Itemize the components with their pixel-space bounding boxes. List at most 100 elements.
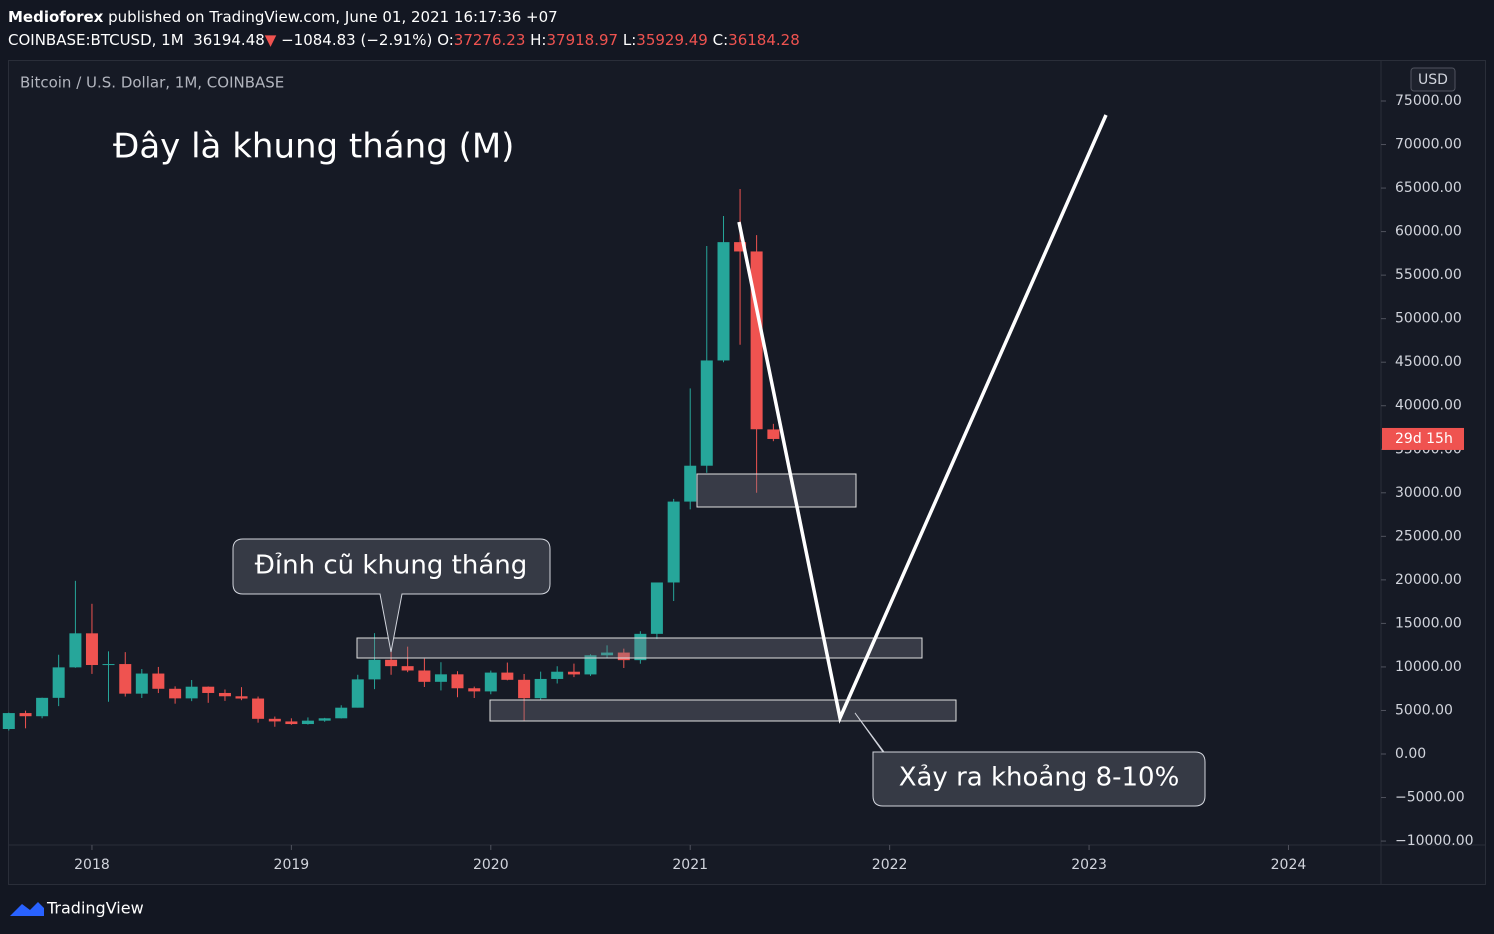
candle-body — [484, 672, 497, 692]
y-tick-label: 75000.00 — [1395, 93, 1462, 109]
h-value: 37918.97 — [546, 31, 619, 49]
zone-box — [356, 637, 923, 659]
candle-body — [551, 671, 564, 679]
legend: Bitcoin / U.S. Dollar, 1M, COINBASE — [20, 74, 284, 92]
candle-body — [368, 659, 381, 680]
price-tag: 29d 15h — [1382, 427, 1464, 450]
candle-body — [717, 242, 730, 361]
y-tick-label: −5000.00 — [1395, 790, 1465, 806]
y-tick-label: 30000.00 — [1395, 485, 1462, 501]
candle-body — [318, 718, 331, 721]
candle-body — [767, 429, 780, 439]
author: Medioforex — [8, 8, 104, 26]
x-tick-label: 2018 — [74, 857, 110, 873]
h-label: H: — [530, 31, 547, 49]
o-value: 37276.23 — [453, 31, 526, 49]
candle-body — [584, 655, 597, 675]
candle-body — [285, 721, 298, 725]
candle-body — [434, 674, 447, 682]
drawings — [232, 114, 1206, 807]
zone-box — [489, 699, 957, 722]
header: Medioforex published on TradingView.com,… — [8, 6, 800, 52]
candle-body — [684, 465, 697, 502]
candle-body — [85, 633, 98, 666]
y-tick-label: 50000.00 — [1395, 311, 1462, 327]
y-tick-label: 5000.00 — [1395, 702, 1453, 718]
candle-body — [19, 713, 32, 717]
currency: USD — [1418, 72, 1448, 88]
x-tick-label: 2021 — [672, 857, 708, 873]
c-label: C: — [712, 31, 729, 49]
candle-body — [667, 501, 680, 583]
callout — [854, 712, 1206, 807]
candle-body — [152, 673, 165, 689]
candle-body — [634, 633, 647, 661]
logo-icon — [10, 902, 44, 916]
candle-body — [301, 720, 314, 725]
candle-body — [202, 686, 215, 693]
candle-body — [700, 360, 713, 466]
c-value: 36184.28 — [728, 31, 800, 49]
candle-body — [351, 679, 364, 708]
y-tick-label: 55000.00 — [1395, 267, 1462, 283]
candle-body — [468, 688, 481, 692]
candle-body — [135, 673, 148, 694]
y-tick-label: 65000.00 — [1395, 180, 1462, 196]
candle-body — [501, 672, 514, 680]
candle-body — [218, 692, 231, 697]
header-line-1: Medioforex published on TradingView.com,… — [8, 6, 800, 29]
x-tick-label: 2023 — [1071, 857, 1107, 873]
candle-body — [252, 698, 265, 719]
currency-box — [1410, 67, 1456, 92]
callout-text: Đỉnh cũ khung tháng — [255, 551, 527, 581]
annotation-title: Đây là khung tháng (M) — [113, 127, 514, 167]
candle-body — [36, 697, 49, 717]
y-tick-label: 20000.00 — [1395, 572, 1462, 588]
x-axis: 2018 2019 2020 2021 2022 2023 2024 — [74, 845, 1306, 873]
y-tick-label: 60000.00 — [1395, 224, 1462, 240]
candle-body — [401, 666, 414, 671]
y-tick-label: 10000.00 — [1395, 659, 1462, 675]
candle-body — [268, 718, 281, 722]
candle-body — [734, 242, 747, 252]
symbol: COINBASE:BTCUSD, 1M — [8, 31, 184, 49]
header-line-2: COINBASE:BTCUSD, 1M 36194.48▼ −1084.83 (… — [8, 29, 800, 52]
candles — [2, 189, 780, 731]
candle-body — [418, 670, 431, 682]
candle-body — [750, 251, 763, 430]
brand: TradingView — [46, 899, 144, 918]
y-tick-label: 25000.00 — [1395, 528, 1462, 544]
candle-body — [567, 671, 580, 675]
y-tick-label: 45000.00 — [1395, 354, 1462, 370]
o-label: O: — [437, 31, 454, 49]
l-value: 35929.49 — [636, 31, 708, 49]
candle-body — [185, 686, 198, 699]
candle-body — [335, 707, 348, 719]
y-tick-label: 70000.00 — [1395, 137, 1462, 153]
y-tick-label: 40000.00 — [1395, 398, 1462, 414]
candle-body — [385, 659, 398, 667]
candle-body — [534, 678, 547, 699]
candle-body — [617, 652, 630, 661]
y-tick-label: −10000.00 — [1395, 833, 1474, 849]
x-tick-label: 2019 — [274, 857, 310, 873]
candle-body — [650, 582, 663, 634]
candle-body — [169, 688, 182, 699]
candle-body — [2, 713, 15, 730]
projection-line — [737, 114, 1108, 724]
x-tick-label: 2024 — [1271, 857, 1307, 873]
zone-box — [696, 473, 857, 508]
candle-body — [451, 674, 464, 689]
y-tick-label: 0.00 — [1395, 746, 1426, 762]
price: 36194.48 — [193, 31, 265, 49]
callout — [232, 538, 551, 653]
published: published on TradingView.com, June 01, 2… — [108, 8, 558, 26]
candle-body — [518, 679, 531, 699]
price-tag-box — [1382, 427, 1464, 450]
candle-body — [601, 652, 614, 656]
callout-text: Xảy ra khoảng 8-10% — [899, 763, 1180, 793]
x-tick-label: 2020 — [473, 857, 509, 873]
candle-body — [102, 664, 115, 666]
